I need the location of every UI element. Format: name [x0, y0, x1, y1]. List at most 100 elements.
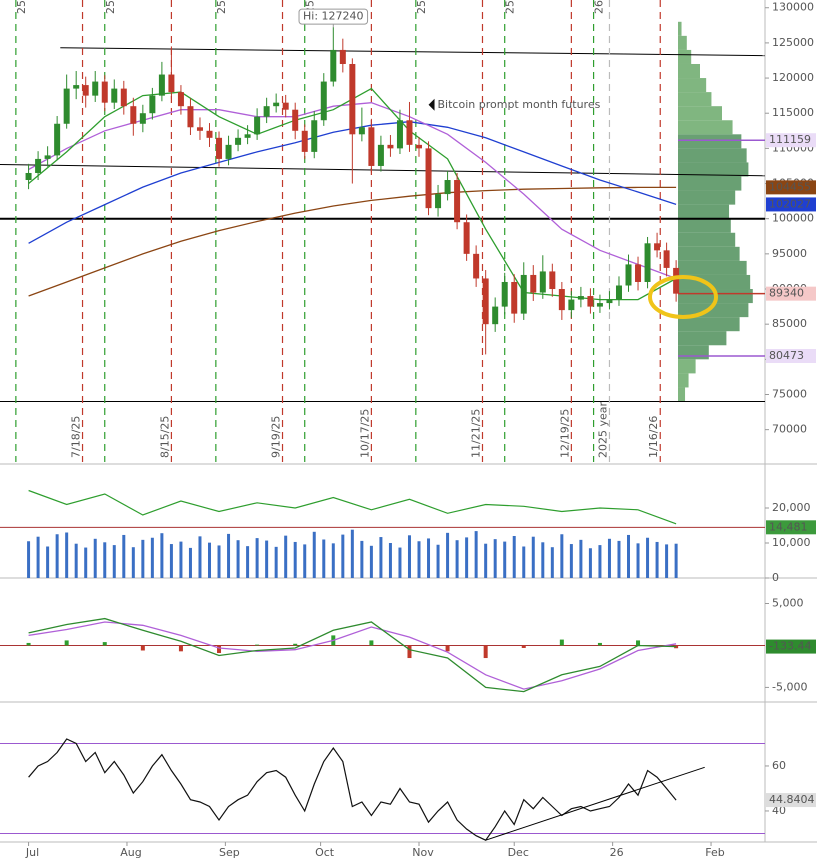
value-area-label-box [766, 133, 816, 148]
candle-body [416, 144, 423, 149]
candle-body [111, 88, 118, 103]
profile-bar [678, 387, 686, 402]
y-tick-label: 75000 [772, 387, 807, 400]
histogram-bar [445, 645, 450, 652]
candle-body [358, 127, 365, 135]
candle-body [377, 144, 384, 166]
candle-body [558, 289, 565, 311]
candle-body [63, 88, 70, 124]
profile-bar [678, 134, 742, 149]
volume-bar [617, 540, 621, 578]
last-price-label: 89340 [769, 287, 804, 300]
volume-bar [360, 540, 364, 578]
candle-body [92, 81, 99, 96]
volume-bar [265, 540, 269, 578]
candle-body [206, 130, 213, 138]
candle-body [149, 95, 156, 114]
volume-bar [407, 535, 411, 578]
histogram-bar [217, 645, 222, 654]
profile-bar [678, 373, 689, 388]
candle-body [463, 222, 470, 254]
volume-bar [312, 531, 316, 578]
candle-body [435, 194, 442, 209]
histogram-bar [140, 645, 145, 651]
volume-bar [236, 540, 240, 578]
volume-bar [455, 540, 459, 578]
candle-body [501, 281, 508, 307]
histogram-bar [483, 645, 488, 659]
histogram-bar [521, 645, 526, 648]
volume-bar [198, 536, 202, 578]
volume-bar [103, 542, 107, 578]
histogram-bar [178, 645, 183, 652]
volume-bar [588, 548, 592, 578]
candle-body [549, 271, 556, 290]
rsi-line [28, 738, 677, 841]
trendline [0, 164, 766, 177]
x-tick-label: 26 [610, 846, 624, 859]
histogram-bar [102, 642, 107, 646]
value-area-label-box [766, 349, 816, 364]
volume-bar [331, 543, 335, 578]
volume-bar [131, 547, 135, 578]
macd-label-box [766, 639, 816, 654]
volume-bar [293, 541, 297, 578]
macd-line [28, 621, 677, 690]
candle-body [196, 127, 203, 131]
candle-body [644, 243, 651, 282]
volume-bar [646, 537, 650, 578]
trendline [485, 766, 705, 841]
event-label: 25 [15, 0, 28, 14]
y-tick-label: 70000 [772, 423, 807, 436]
candle-body [596, 303, 603, 307]
candle-body [292, 109, 299, 131]
candle-body [606, 299, 613, 304]
volume-bar [227, 533, 231, 578]
highlight-ellipse [648, 275, 718, 319]
volume-bar [579, 539, 583, 578]
candle-body [235, 137, 242, 145]
volume-bar [636, 543, 640, 578]
profile-bar [678, 317, 740, 332]
candle-body [101, 81, 108, 103]
annotation: Bitcoin prompt month futures [438, 98, 601, 111]
volume-bar [655, 541, 659, 578]
event-label: 2025 year [596, 401, 609, 458]
volume-bar [417, 541, 421, 578]
candle-body [587, 296, 594, 307]
histogram-bar [407, 645, 412, 659]
x-tick-label: Feb [705, 846, 724, 859]
histogram-bar [559, 639, 564, 646]
event-label: 10/17/25 [358, 409, 371, 458]
volume-bar [369, 545, 373, 578]
candle-body [444, 180, 451, 195]
candle-body [511, 281, 518, 314]
candle-body [406, 120, 413, 145]
candle-body [330, 49, 337, 82]
event-label: 11/21/25 [469, 409, 482, 458]
x-tick-label: Aug [120, 846, 141, 859]
annotation: Hi: 127240 [303, 10, 364, 23]
volume-bar [474, 531, 478, 578]
profile-bar [678, 204, 730, 219]
y-tick-label: 85000 [772, 317, 807, 330]
x-tick-label: Sep [219, 846, 240, 859]
y-tick-label: 125000 [772, 36, 814, 49]
candle-body [177, 92, 184, 107]
candle-body [158, 74, 165, 96]
histogram-bar [255, 644, 260, 646]
profile-bar [678, 218, 731, 233]
profile-bar [678, 120, 733, 135]
x-tick-label: Dec [508, 846, 529, 859]
volume-bar [607, 538, 611, 578]
y-tick-label: 10,000 [772, 536, 811, 549]
profile-bar [678, 106, 722, 121]
volume-bar [541, 542, 545, 578]
profile-bar [678, 35, 687, 50]
candle-body [615, 285, 622, 300]
candle-body [225, 144, 232, 159]
candle-body [82, 85, 89, 96]
volume-bar [74, 543, 78, 578]
candle-body [244, 134, 251, 138]
